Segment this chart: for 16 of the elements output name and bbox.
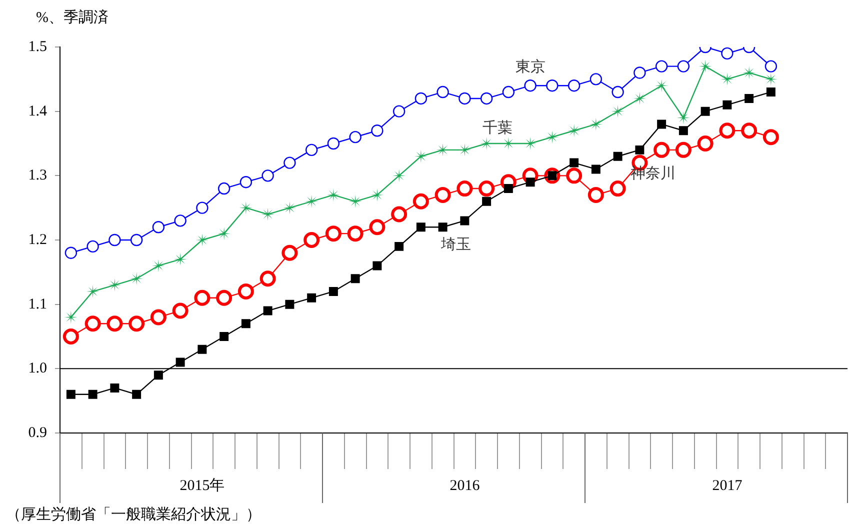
y-tick-label: 0.9: [28, 424, 47, 441]
y-tick-label: 1.3: [28, 168, 47, 184]
y-tick-label: 1.5: [28, 38, 47, 55]
series-label: 東京: [515, 58, 546, 76]
text: （厚生労働省「一般職業紹介状況」）: [6, 506, 261, 523]
series-label: 千葉: [482, 119, 512, 136]
series-label: 埼玉: [440, 236, 471, 254]
x-tick-label: 2015年: [180, 476, 225, 494]
y-axis-title: %、季調済: [36, 8, 108, 26]
series-label: 神奈川: [630, 165, 676, 182]
x-tick-label: 2017: [712, 478, 743, 494]
y-tick-label: 1.1: [28, 296, 47, 312]
y-tick-label: 1.0: [28, 360, 47, 377]
y-tick-label: 1.4: [28, 103, 48, 120]
y-tick-label: 1.2: [28, 232, 47, 248]
x-tick-label: 2016: [450, 478, 480, 494]
